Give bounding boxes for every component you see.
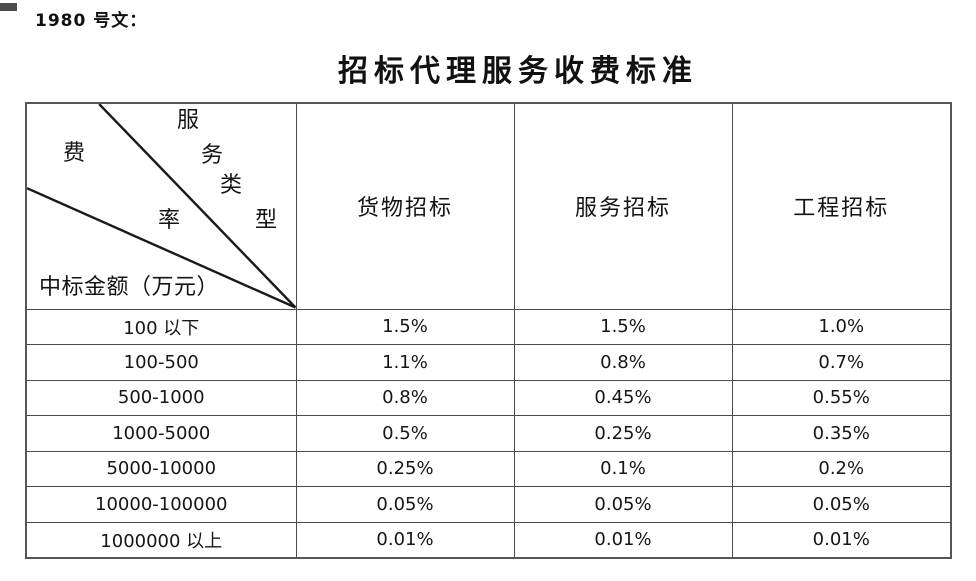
- diagonal-header-cell: 服 费 务 类 率 型 中标金额（万元）: [25, 102, 297, 310]
- works-rate-cell: 0.35%: [731, 415, 952, 452]
- table-header-row: 服 费 务 类 率 型 中标金额（万元） 货物招标 服务招标 工程招标: [25, 102, 952, 310]
- amount-range-cell: 500-1000: [25, 379, 297, 416]
- service-rate-cell: 0.1%: [513, 450, 733, 487]
- goods-rate-cell: 0.25%: [295, 450, 515, 487]
- amount-range-cell: 1000000 以上: [25, 521, 297, 558]
- diagonal-label-service-type-char4: 型: [255, 208, 278, 233]
- scan-edge-artifact: [0, 3, 17, 11]
- goods-rate-cell: 1.1%: [295, 344, 515, 381]
- table-row: 500-1000 0.8% 0.45% 0.55%: [25, 379, 952, 416]
- diagonal-label-rate-char: 率: [158, 208, 181, 233]
- service-rate-cell: 0.05%: [513, 486, 733, 523]
- service-rate-cell: 1.5%: [513, 308, 733, 345]
- table-row: 1000-5000 0.5% 0.25% 0.35%: [25, 415, 952, 452]
- table-row: 1000000 以上 0.01% 0.01% 0.01%: [25, 521, 952, 558]
- goods-rate-cell: 0.5%: [295, 415, 515, 452]
- document-number-label: 1980 号文：: [35, 11, 148, 31]
- works-rate-cell: 0.7%: [731, 344, 952, 381]
- diagonal-label-service-type-char1: 服: [177, 108, 200, 133]
- table-row: 100 以下 1.5% 1.5% 1.0%: [25, 308, 952, 345]
- service-rate-cell: 0.01%: [513, 521, 733, 558]
- goods-rate-cell: 0.01%: [295, 521, 515, 558]
- amount-range-cell: 100-500: [25, 344, 297, 381]
- table-row: 100-500 1.1% 0.8% 0.7%: [25, 344, 952, 381]
- column-header-service-bidding: 服务招标: [513, 102, 733, 310]
- table-row: 10000-100000 0.05% 0.05% 0.05%: [25, 486, 952, 523]
- column-header-goods-bidding: 货物招标: [295, 102, 515, 310]
- fee-standard-table: 服 费 务 类 率 型 中标金额（万元） 货物招标 服务招标 工程招标 100 …: [25, 102, 952, 559]
- diagonal-label-fee-char: 费: [63, 141, 86, 166]
- works-rate-cell: 0.05%: [731, 486, 952, 523]
- service-rate-cell: 0.25%: [513, 415, 733, 452]
- diagonal-label-bid-amount: 中标金额（万元）: [39, 275, 220, 300]
- amount-range-cell: 1000-5000: [25, 415, 297, 452]
- goods-rate-cell: 0.8%: [295, 379, 515, 416]
- amount-range-cell: 100 以下: [25, 308, 297, 345]
- works-rate-cell: 0.2%: [731, 450, 952, 487]
- goods-rate-cell: 0.05%: [295, 486, 515, 523]
- goods-rate-cell: 1.5%: [295, 308, 515, 345]
- works-rate-cell: 0.01%: [731, 521, 952, 558]
- service-rate-cell: 0.45%: [513, 379, 733, 416]
- service-rate-cell: 0.8%: [513, 344, 733, 381]
- diagonal-label-service-type-char2: 务: [201, 143, 224, 168]
- works-rate-cell: 1.0%: [731, 308, 952, 345]
- table-row: 5000-10000 0.25% 0.1% 0.2%: [25, 450, 952, 487]
- diagonal-split-lines: [27, 104, 295, 308]
- amount-range-cell: 10000-100000: [25, 486, 297, 523]
- column-header-works-bidding: 工程招标: [731, 102, 952, 310]
- amount-range-cell: 5000-10000: [25, 450, 297, 487]
- page-title: 招标代理服务收费标准: [338, 54, 698, 89]
- diagonal-label-service-type-char3: 类: [220, 173, 243, 198]
- works-rate-cell: 0.55%: [731, 379, 952, 416]
